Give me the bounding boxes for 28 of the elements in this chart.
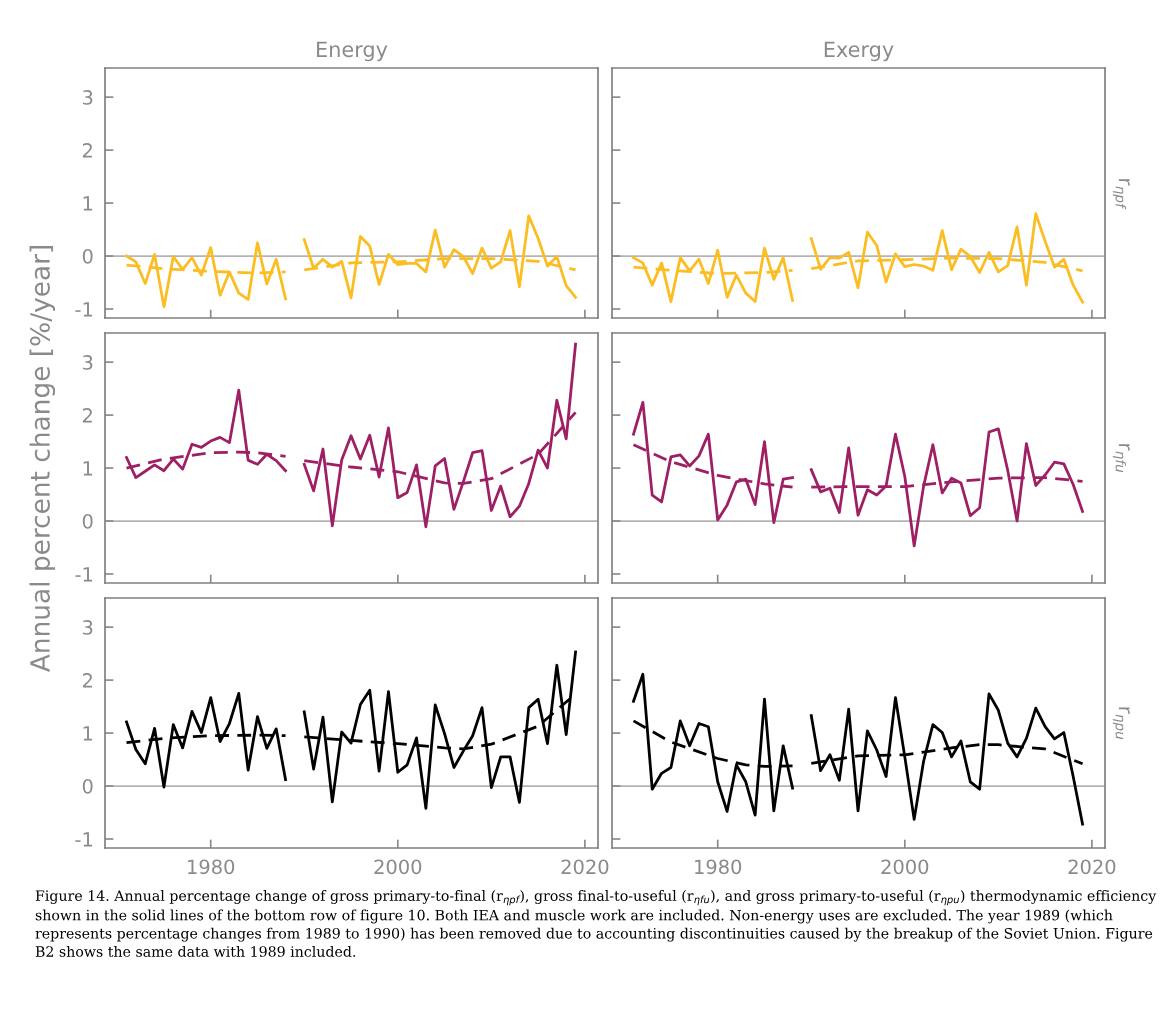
x-tick-label: 2000: [374, 859, 422, 875]
x-tick-label: 2020: [561, 859, 609, 875]
y-tick-label: 0: [82, 778, 93, 794]
y-tick-label: 3: [83, 90, 93, 105]
y-axis-title: Annual percent change [%/year]: [29, 246, 56, 673]
text: Figure 14. Annual percentage change of gross primary-to-final (r$_{ηpf}$), gross final-to-useful (r$_{ηfu}$), and gross primary-to-useful (r$_{ηpu}$) thermodynamic efficiency shown in the solid lines of the bottom row of figure 10. Both IEA and muscle work are included. Non-energy uses are excluded. The year 1989 (which represents percentage changes from 1989 to 1990) has been removed due to accounting discontinuities caused by the breakup of the Soviet Union. Figure B2 shows the same data with 1989 included.: [35, 890, 1157, 957]
y-tick-label: 1: [83, 196, 93, 211]
y-tick-label: 2: [82, 143, 92, 158]
y-tick-label: 1: [83, 461, 93, 476]
y2-axis-title: r$_{ηpf}$: [1112, 179, 1130, 210]
y-tick-label: 1: [83, 726, 93, 741]
y-tick-label: 2: [82, 673, 92, 688]
x-tick-label: 2020: [1068, 859, 1116, 875]
y-tick-label: -1: [75, 302, 93, 317]
chart-title: Energy: [317, 41, 388, 62]
y-tick-label: 0: [82, 248, 93, 264]
y2-axis-title: r$_{ηfu}$: [1112, 444, 1130, 473]
y2-axis-title: r$_{ηpu}$: [1112, 707, 1130, 740]
chart-title: Exergy: [824, 41, 894, 62]
y-tick-label: -1: [75, 567, 93, 582]
y-tick-label: -1: [75, 832, 93, 847]
y-tick-label: 3: [83, 620, 93, 635]
x-tick-label: 1980: [695, 859, 742, 875]
y-tick-label: 0: [82, 513, 93, 529]
y-tick-label: 2: [82, 408, 92, 423]
x-tick-label: 1980: [188, 859, 235, 875]
x-tick-label: 2000: [881, 859, 929, 875]
y-tick-label: 3: [83, 355, 93, 370]
